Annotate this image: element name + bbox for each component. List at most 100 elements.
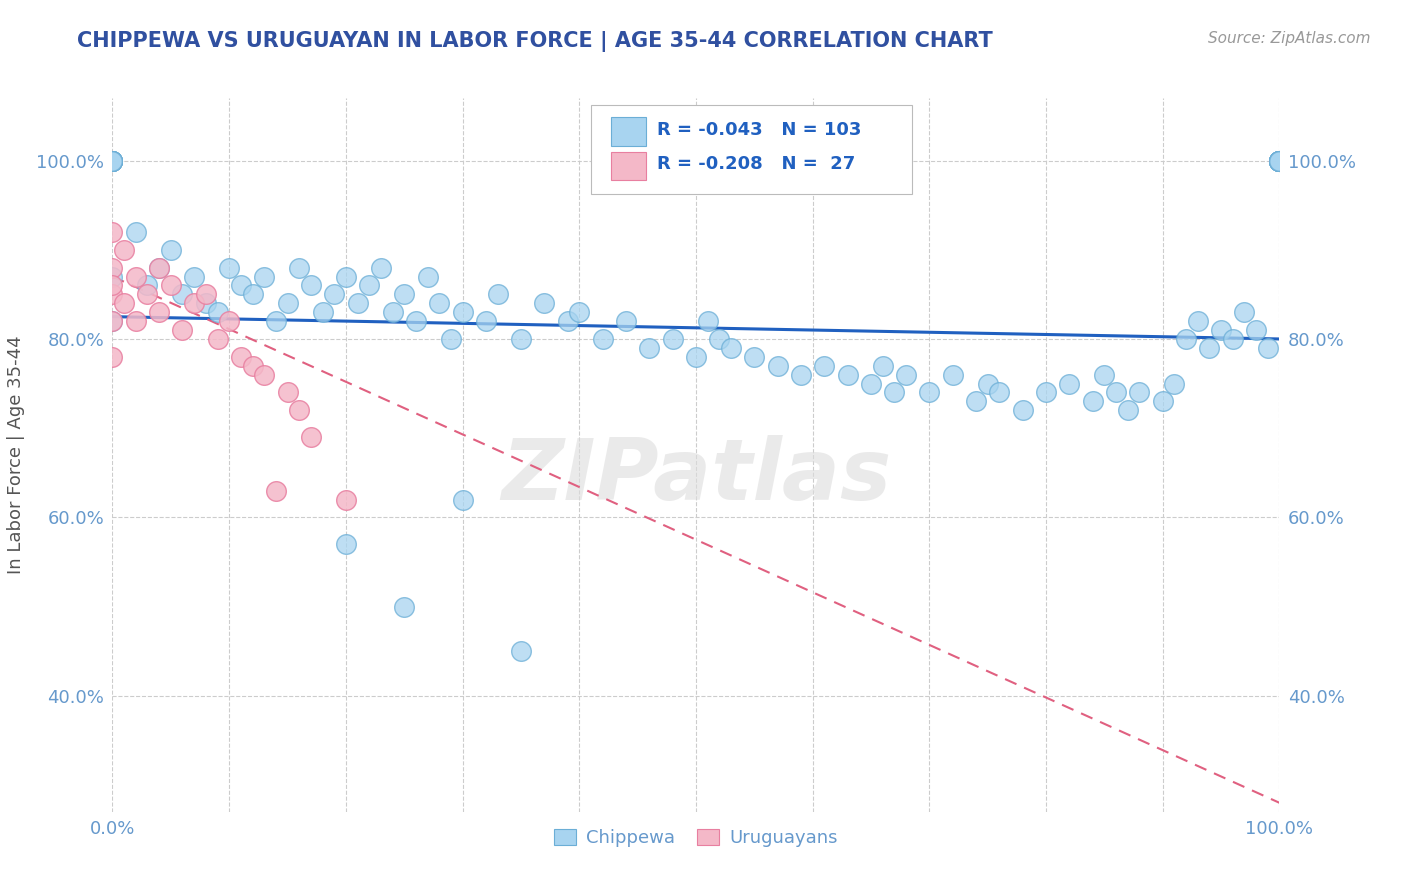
Point (1035, 385, 1057, 400)
Point (101, 153, 124, 168)
Point (988, 385, 1011, 400)
Point (101, 153, 124, 168)
Point (1128, 385, 1150, 400)
Point (335, 492, 357, 507)
Point (1257, 341, 1279, 355)
Point (696, 314, 718, 328)
Point (101, 287, 124, 301)
Point (101, 153, 124, 168)
Point (253, 269, 276, 284)
Point (720, 341, 742, 355)
Point (1187, 314, 1209, 328)
Point (1268, 153, 1291, 168)
Point (918, 385, 941, 400)
Point (101, 153, 124, 168)
Point (1233, 305, 1256, 319)
Point (125, 225, 148, 239)
Point (172, 323, 194, 337)
Point (942, 368, 965, 382)
Point (101, 260, 124, 275)
Point (451, 305, 474, 319)
Point (276, 385, 298, 400)
Point (1105, 385, 1128, 400)
Point (218, 260, 240, 275)
Point (101, 269, 124, 284)
Point (1059, 376, 1081, 391)
Point (1268, 153, 1291, 168)
Point (709, 332, 731, 346)
Point (1268, 153, 1291, 168)
Point (101, 314, 124, 328)
Point (883, 385, 905, 400)
Point (813, 359, 835, 373)
Point (1268, 153, 1291, 168)
Text: R = -0.208   N =  27: R = -0.208 N = 27 (658, 155, 856, 173)
Point (264, 483, 287, 498)
Point (242, 359, 264, 373)
Point (872, 359, 894, 373)
Point (311, 305, 333, 319)
Point (136, 287, 159, 301)
Point (288, 260, 311, 275)
Point (148, 260, 170, 275)
Point (160, 243, 183, 257)
Point (1268, 153, 1291, 168)
Point (194, 296, 217, 310)
Point (1222, 332, 1244, 346)
Point (1163, 376, 1185, 391)
Point (276, 296, 298, 310)
Point (1268, 153, 1291, 168)
Point (614, 314, 637, 328)
Point (160, 278, 183, 293)
Point (346, 296, 368, 310)
Point (1268, 153, 1291, 168)
Point (394, 599, 416, 614)
Point (509, 332, 531, 346)
Point (1152, 394, 1174, 409)
Point (860, 376, 883, 391)
Point (101, 314, 124, 328)
Point (1268, 153, 1291, 168)
Point (381, 305, 404, 319)
Point (194, 287, 217, 301)
Point (1268, 153, 1291, 168)
Point (370, 260, 392, 275)
Point (1268, 153, 1291, 168)
Point (1268, 153, 1291, 168)
Point (101, 225, 124, 239)
Point (183, 296, 205, 310)
Point (264, 314, 287, 328)
Point (394, 287, 416, 301)
Point (965, 394, 987, 409)
Point (172, 287, 194, 301)
Point (207, 332, 229, 346)
Point (509, 644, 531, 658)
Point (183, 269, 205, 284)
Point (427, 296, 450, 310)
Point (148, 260, 170, 275)
Point (405, 314, 427, 328)
Point (101, 278, 124, 293)
Point (790, 368, 813, 382)
Point (1081, 394, 1104, 409)
Point (335, 537, 357, 551)
Point (1198, 341, 1220, 355)
Point (1116, 403, 1139, 417)
Legend: Chippewa, Uruguayans: Chippewa, Uruguayans (547, 822, 845, 854)
Point (533, 296, 555, 310)
Point (766, 359, 789, 373)
Text: R = -0.043   N = 103: R = -0.043 N = 103 (658, 121, 862, 139)
Point (592, 332, 614, 346)
Point (229, 278, 252, 293)
Point (1094, 368, 1116, 382)
Point (229, 350, 252, 364)
Point (475, 314, 498, 328)
Point (242, 287, 264, 301)
Point (1175, 332, 1198, 346)
Point (568, 305, 591, 319)
Y-axis label: In Labor Force | Age 35-44: In Labor Force | Age 35-44 (7, 335, 25, 574)
Point (125, 314, 148, 328)
Point (207, 305, 229, 319)
Point (101, 153, 124, 168)
Point (101, 153, 124, 168)
